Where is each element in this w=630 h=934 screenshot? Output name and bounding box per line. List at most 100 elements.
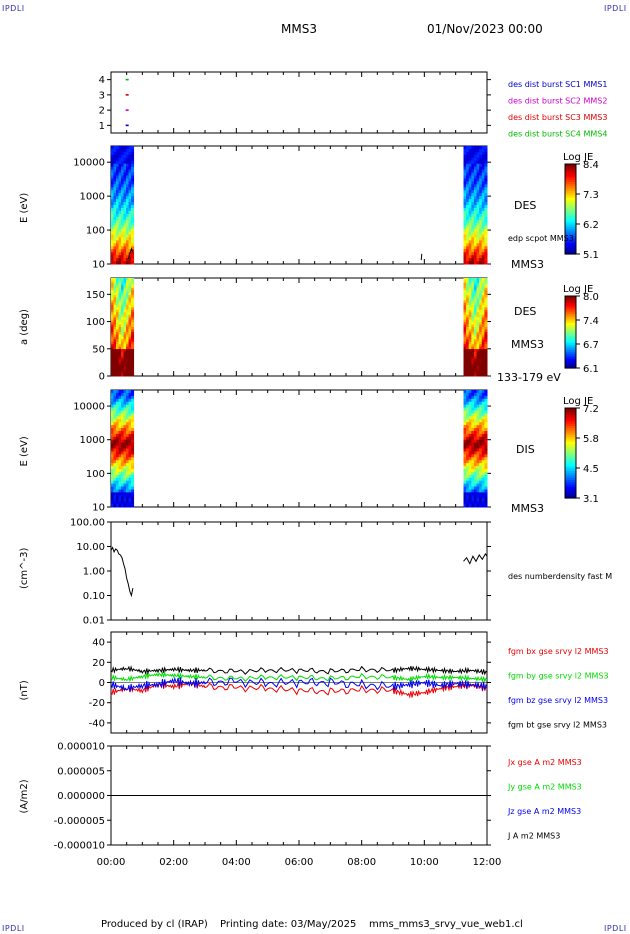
heatmap-cell [468,216,472,221]
heatmap-cell [476,163,480,168]
colorbar-cell [565,222,576,226]
heatmap-cell [113,255,117,259]
heatmap-cell [131,477,135,482]
heatmap-cell [113,240,117,244]
heatmap-cell [116,368,120,372]
heatmap-cell [123,474,127,479]
heatmap-cell [479,329,483,333]
heatmap-cell [463,457,467,461]
heatmap-cell [479,240,483,244]
heatmap-cell [466,460,470,464]
heatmap-cell [471,196,475,200]
heatmap-cell [479,392,483,397]
heatmap-cell [479,314,483,318]
heatmap-cell [128,430,132,435]
heatmap-cell [126,358,130,362]
heatmap-cell [111,216,115,221]
heatmap-cell [118,184,122,188]
heatmap-cell [126,312,130,316]
heatmap-cell [111,346,115,350]
heatmap-cell [131,324,135,328]
heatmap-cell [121,255,125,259]
heatmap-cell [481,439,485,444]
heatmap-cell [126,361,130,365]
heatmap-cell [463,339,467,343]
heatmap-cell [473,193,478,197]
des-pitch-colorbar [564,295,580,369]
heatmap-cell [118,457,122,461]
heatmap-cell [123,193,127,197]
heatmap-cell [463,169,467,174]
heatmap-cell [126,501,130,505]
heatmap-cell [126,495,130,499]
heatmap-cell [481,331,485,335]
heatmap-cell [468,181,472,185]
heatmap-cell [479,504,483,508]
heatmap-cell [481,349,485,352]
heatmap-cell [471,172,475,176]
heatmap-cell [466,160,470,165]
heatmap-cell [123,237,127,241]
heatmap-cell [473,489,478,493]
heatmap-cell [476,474,480,479]
heatmap-cell [463,172,467,176]
colorbar-cell [565,175,576,179]
heatmap-cell [116,454,120,458]
heatmap-cell [121,442,125,447]
dis-energy [107,389,491,508]
heatmap-cell [113,339,117,343]
heatmap-cell [484,249,488,253]
heatmap-cell [113,213,117,218]
heatmap-cell [111,395,115,400]
heatmap-cell [123,392,127,397]
heatmap-cell [123,282,127,286]
heatmap-cell [468,371,472,375]
heatmap-cell [468,246,472,250]
corner-mark-top-right: IPDLI [604,4,627,13]
heatmap-cell [131,486,135,490]
instrument-label: DES [514,199,536,212]
heatmap-cell [484,243,488,247]
heatmap-cell [479,501,483,505]
heatmap-cell [466,287,470,291]
heatmap-cell [116,178,120,182]
heatmap-cell [471,430,475,435]
heatmap-cell [466,398,470,403]
colorbar-cell [565,247,576,251]
heatmap-cell [481,190,485,194]
heatmap-cell [463,361,467,365]
heatmap-cell [123,422,127,426]
heatmap-cell [466,480,470,485]
heatmap-cell [466,336,470,340]
colorbar-cell [565,179,576,183]
heatmap-cell [113,436,117,441]
heatmap-cell [126,336,130,340]
heatmap-cell [481,249,485,253]
heatmap-cell [126,282,130,286]
heatmap-cell [479,460,483,464]
heatmap-cell [484,371,488,375]
heatmap-cell [116,392,120,397]
heatmap-cell [128,327,132,330]
heatmap-cell [481,237,485,241]
heatmap-cell [131,346,135,350]
heatmap-cell [468,407,472,411]
heatmap-cell [126,213,130,218]
heatmap-cell [481,287,485,291]
heatmap-cell [466,457,470,461]
heatmap-cell [479,353,483,357]
heatmap-cell [113,363,117,367]
colorbar-cell [565,493,576,497]
heatmap-cell [473,368,478,372]
y-tick-label: 1000 [80,192,105,203]
heatmap-cell [476,160,480,165]
heatmap-cell [121,237,125,241]
heatmap-cell [484,433,488,438]
heatmap-cell [484,428,488,432]
heatmap-cell [111,319,115,323]
heatmap-cell [468,501,472,505]
heatmap-cell [128,184,132,188]
heatmap-cell [123,252,127,256]
heatmap-cell [484,295,488,299]
heatmap-cell [128,451,132,455]
